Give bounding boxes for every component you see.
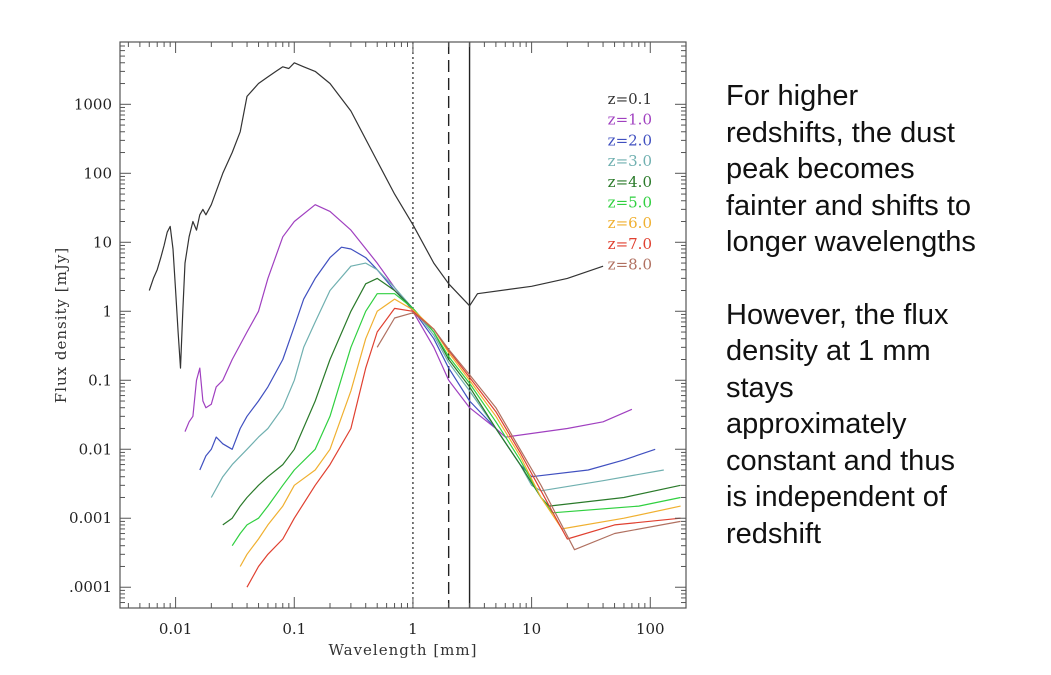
series-line-3 [210,262,664,498]
legend-entry: z=2.0 [608,131,652,149]
note-paragraph-2: However, the flux density at 1 mm stays … [726,298,955,550]
series-line-6 [239,298,681,567]
y-tick-label: 1000 [74,95,112,113]
x-tick-label: 0.01 [159,620,192,638]
series-line-7 [246,307,681,588]
note-paragraph-1: For higher redshifts, the dust peak beco… [726,80,976,258]
y-tick-label: 0.01 [79,440,112,458]
x-axis-label: Wavelength [mm] [329,641,478,659]
legend-entry: z=0.1 [608,90,652,108]
side-notes: For higher redshifts, the dust peak beco… [726,78,1046,552]
reference-lines [412,42,471,608]
y-tick-label: 0.001 [69,509,112,527]
legend-entry: z=6.0 [608,214,652,232]
series-line-8 [376,312,681,551]
series-line-1 [184,204,633,438]
legend-entry: z=1.0 [608,111,652,129]
series-line-0 [148,62,604,369]
legend: z=0.1 z=1.0 z=2.0 z=3.0 z=4.0 z=5.0 z=6.0 z=7.0… [608,90,652,274]
plot-frame [119,41,687,609]
y-tick-label: 10 [93,233,112,251]
axis-tick-labels: 0.01 0.1 1 10 100 .0001 0.001 0.01 0.1 1 10 100 1000 [69,95,665,638]
series-lines [148,62,681,588]
y-axis-label: Flux density [mJy] [52,247,70,403]
x-tick-label: 0.1 [282,620,306,638]
series-line-2 [199,246,656,478]
y-tick-label: 0.1 [88,371,112,389]
axis-ticks [120,41,687,609]
x-tick-label: 100 [636,620,665,638]
series-line-5 [231,293,681,547]
y-tick-label: 1 [102,302,112,320]
y-tick-label: .0001 [69,578,112,596]
legend-entry: z=5.0 [608,194,652,212]
legend-entry: z=8.0 [608,256,652,274]
y-tick-label: 100 [83,164,112,182]
sed-chart: 0.01 0.1 1 10 100 .0001 0.001 0.01 0.1 1 10 100 1000… [52,41,687,659]
x-tick-label: 10 [522,620,541,638]
legend-entry: z=3.0 [608,152,652,170]
x-tick-label: 1 [408,620,418,638]
legend-entry: z=4.0 [608,173,652,191]
legend-entry: z=7.0 [608,235,652,253]
series-line-4 [222,277,681,526]
